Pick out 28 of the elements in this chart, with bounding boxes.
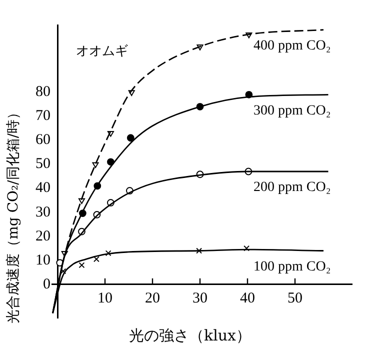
x-tick-label: 30: [192, 290, 208, 306]
point: [60, 268, 66, 274]
y-tick-label: 80: [36, 84, 50, 100]
y-tick-label: 40: [36, 180, 50, 196]
x-tick-label: 20: [145, 290, 160, 306]
x-tick-label: 40: [240, 290, 255, 306]
point: [244, 245, 250, 252]
x-tick-label: 50: [288, 290, 302, 306]
y-tick-label: 60: [36, 132, 50, 148]
x-axis-title: 光の強さ（klux）: [128, 326, 252, 344]
y-axis-title: 光合成速度（mg CO₂/同化箱/時）: [6, 105, 22, 324]
series-label: 300 ppm CO₂: [254, 103, 331, 118]
point: [78, 262, 85, 268]
series-label: 200 ppm CO₂: [254, 180, 331, 196]
series-label: 400 ppm CO₂: [254, 38, 331, 54]
y-tick-label: 0: [43, 276, 50, 292]
y-tick-label: 70: [36, 108, 50, 124]
point: [105, 250, 112, 256]
point: [93, 256, 100, 262]
y-tick-label: 10: [36, 252, 50, 268]
y-tick-label: 30: [36, 204, 50, 220]
text: オオムギ: [76, 44, 128, 59]
point: [196, 248, 202, 254]
series-label: 100 ppm CO₂: [254, 259, 331, 274]
y-tick-label: 20: [36, 228, 50, 244]
x-tick-label: 10: [98, 290, 112, 306]
point: [126, 134, 134, 142]
y-tick-label: 50: [36, 156, 50, 172]
